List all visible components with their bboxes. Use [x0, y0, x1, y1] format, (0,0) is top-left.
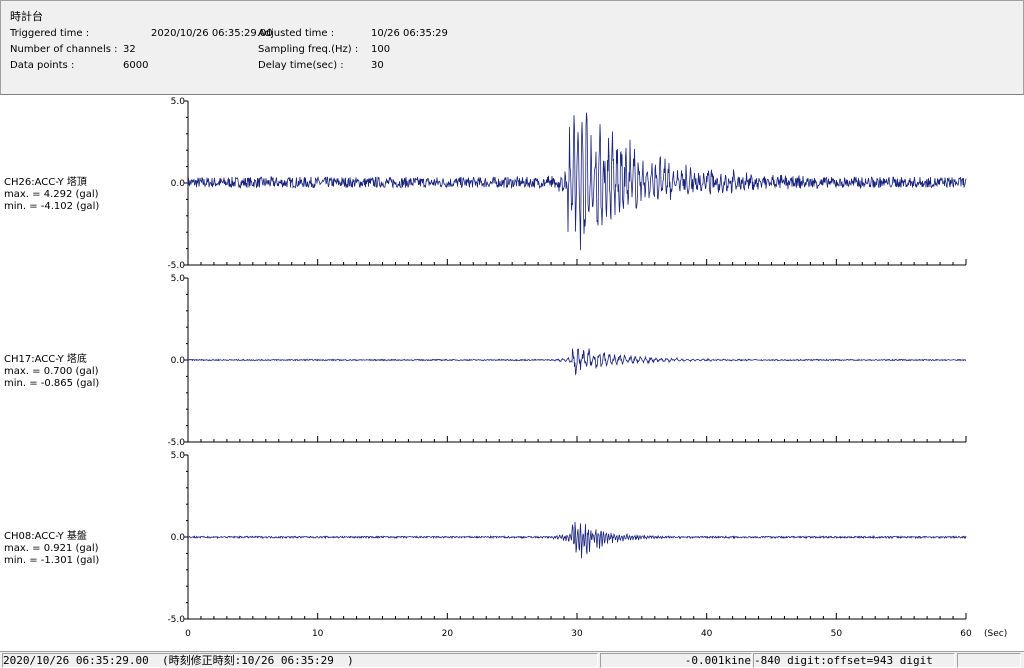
x-tick-label: 20	[442, 629, 454, 639]
x-tick-label: 60	[960, 629, 972, 639]
sampling-value: 100	[371, 44, 391, 55]
x-tick-label: 10	[312, 629, 324, 639]
y-tick-label: -5.0	[167, 615, 185, 625]
waveform-trace	[187, 348, 967, 376]
channel-label-ch17: CH17:ACC-Y 塔底 max. = 0.700 (gal) min. = …	[4, 354, 99, 390]
y-tick-label: 0.0	[171, 533, 186, 543]
channel-name: CH17:ACC-Y 塔底	[4, 354, 87, 365]
waveform-chart: 5.00.0-5.05.00.0-5.05.00.0-5.00 10 20 30 40 5…	[167, 97, 1007, 639]
channel-max: max. = 0.700 (gal)	[4, 366, 99, 377]
x-tick-label: 50	[831, 629, 843, 639]
status-time: 2020/10/26 06:35:29.00 (時刻修正時刻:10/26 06:…	[2, 653, 598, 668]
status-bar: 2020/10/26 06:35:29.00 (時刻修正時刻:10/26 06:…	[0, 651, 1024, 668]
y-tick-label: 0.0	[171, 179, 186, 189]
adjusted-time-value: 10/26 06:35:29	[371, 28, 448, 39]
y-tick-label: 0.0	[171, 356, 186, 366]
channel-min: min. = -0.865 (gal)	[4, 378, 100, 389]
x-tick-label: 0	[185, 629, 191, 639]
status-empty-cell	[957, 653, 1021, 668]
waveform-plot-area: CH26:ACC-Y 塔頂 max. = 4.292 (gal) min. = …	[0, 95, 1024, 651]
adjusted-time-label: Adjusted time :	[258, 28, 335, 39]
channel-max: max. = 0.921 (gal)	[4, 543, 99, 554]
status-kine: -0.001kine	[600, 653, 752, 668]
channel-label-ch08: CH08:ACC-Y 基盤 max. = 0.921 (gal) min. = …	[4, 531, 99, 567]
x-unit-label: (Sec)	[984, 629, 1007, 639]
waveform-trace	[187, 112, 967, 251]
station-title: 時計台	[10, 10, 43, 23]
channel-max: max. = 4.292 (gal)	[4, 189, 99, 200]
y-tick-label: -5.0	[167, 261, 185, 271]
x-tick-label: 40	[701, 629, 713, 639]
y-tick-label: 5.0	[171, 451, 186, 461]
y-tick-label: 5.0	[171, 97, 186, 107]
delay-label: Delay time(sec) :	[258, 60, 344, 71]
waveform-trace	[187, 521, 967, 559]
channel-min: min. = -4.102 (gal)	[4, 201, 100, 212]
channel-name: CH08:ACC-Y 基盤	[4, 531, 87, 542]
x-tick-label: 30	[571, 629, 583, 639]
channels-label: Number of channels :	[10, 44, 118, 55]
channel-min: min. = -1.301 (gal)	[4, 555, 100, 566]
triggered-time-label: Triggered time :	[10, 28, 90, 39]
y-tick-label: -5.0	[167, 438, 185, 448]
channel-label-ch26: CH26:ACC-Y 塔頂 max. = 4.292 (gal) min. = …	[4, 177, 99, 213]
channel-name: CH26:ACC-Y 塔頂	[4, 177, 87, 188]
status-digit: -840 digit:offset=943 digit	[753, 653, 955, 668]
y-tick-label: 5.0	[171, 274, 186, 284]
triggered-time-value: 2020/10/26 06:35:29.00	[151, 28, 273, 39]
datapoints-label: Data points :	[10, 60, 75, 71]
channels-value: 32	[123, 44, 136, 55]
delay-value: 30	[371, 60, 384, 71]
datapoints-value: 6000	[123, 60, 149, 71]
sampling-label: Sampling freq.(Hz) :	[258, 44, 359, 55]
record-info-panel: 時計台 Triggered time : 2020/10/26 06:35:29…	[0, 0, 1024, 95]
